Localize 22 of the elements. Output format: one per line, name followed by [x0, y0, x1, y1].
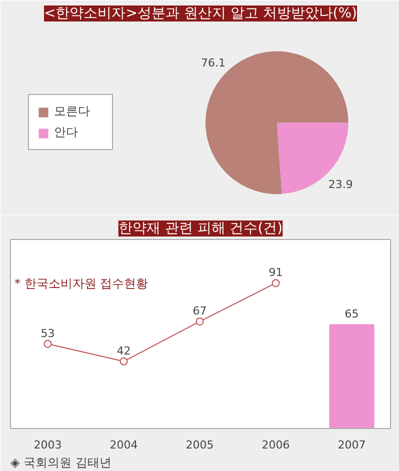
data-label: 91	[268, 266, 283, 280]
data-label: 42	[116, 344, 131, 358]
legend-label: 안다	[54, 124, 79, 141]
point	[196, 317, 204, 326]
data-label: 65	[344, 308, 359, 321]
x-tick-label: 2003	[34, 438, 62, 452]
chart-title: 한약재 관련 피해 건수(건)	[118, 220, 283, 236]
x-tick-label: 2007	[338, 438, 366, 452]
data-label: 76.1	[200, 56, 226, 70]
x-tick-label: 2005	[186, 438, 214, 452]
point	[44, 340, 52, 348]
data-label: 67	[192, 304, 207, 318]
data-label: 23.9	[328, 178, 353, 191]
x-tick-label: 2004	[110, 438, 138, 452]
annotation: * 한국소비자원 접수현황	[14, 276, 148, 290]
point	[272, 279, 280, 288]
data-label: 53	[40, 326, 55, 340]
x-tick-label: 2006	[262, 438, 290, 452]
text: ◈ 국회의원 김태년	[10, 456, 112, 470]
legend-label: 모른다	[54, 103, 91, 120]
chart-title: <한약소비자>성분과 원산지 알고 처방받았나(%)	[44, 6, 358, 22]
point	[120, 357, 128, 366]
